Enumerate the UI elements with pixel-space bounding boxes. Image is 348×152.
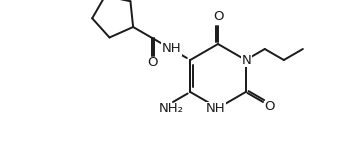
Text: N: N	[242, 54, 252, 67]
Text: O: O	[147, 57, 157, 69]
Text: NH: NH	[161, 43, 181, 55]
Text: NH: NH	[206, 102, 226, 116]
Text: O: O	[265, 100, 275, 112]
Text: O: O	[213, 10, 223, 24]
Text: NH₂: NH₂	[158, 102, 183, 116]
